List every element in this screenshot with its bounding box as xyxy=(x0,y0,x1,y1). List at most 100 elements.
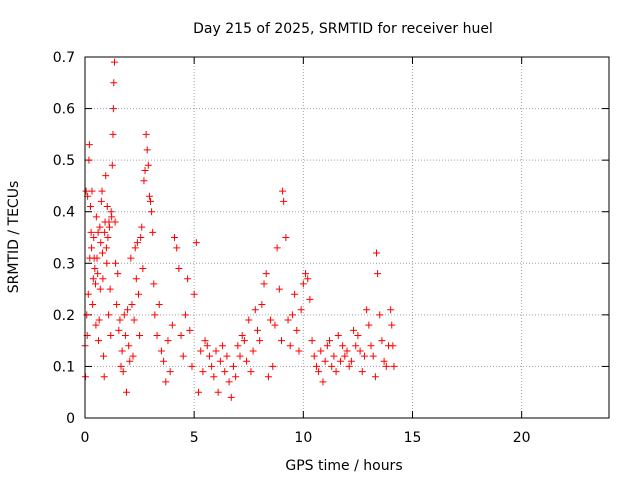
data-point xyxy=(97,239,105,247)
data-point xyxy=(91,264,99,272)
data-point xyxy=(280,197,288,205)
data-point xyxy=(190,290,198,298)
data-point xyxy=(232,373,240,381)
data-point xyxy=(205,352,213,360)
data-point xyxy=(184,275,192,283)
data-point xyxy=(120,311,128,319)
data-point xyxy=(95,316,103,324)
data-point xyxy=(304,275,312,283)
data-point xyxy=(98,187,106,195)
data-point xyxy=(203,342,211,350)
data-point xyxy=(91,280,99,288)
data-point xyxy=(113,301,121,309)
data-point xyxy=(343,347,351,355)
data-point xyxy=(94,228,102,236)
data-point xyxy=(108,213,116,221)
data-point xyxy=(105,223,113,231)
data-point xyxy=(295,347,303,355)
data-point xyxy=(240,337,248,345)
data-point xyxy=(108,161,116,169)
data-point xyxy=(89,275,97,283)
data-point xyxy=(310,352,318,360)
data-point xyxy=(356,347,364,355)
data-point xyxy=(115,326,123,334)
data-point xyxy=(365,321,373,329)
data-point xyxy=(312,362,320,370)
data-point xyxy=(90,234,98,241)
data-point xyxy=(104,234,112,241)
data-point xyxy=(245,316,253,324)
data-point xyxy=(103,203,111,211)
data-point xyxy=(136,331,144,339)
data-points xyxy=(81,58,398,401)
data-point xyxy=(181,311,189,319)
x-tick-label: 0 xyxy=(81,430,90,446)
data-point xyxy=(106,285,114,293)
data-point xyxy=(97,197,105,205)
data-point xyxy=(98,249,106,257)
data-point xyxy=(129,352,137,360)
data-point xyxy=(227,393,235,401)
data-point xyxy=(360,352,368,360)
data-point xyxy=(85,141,93,149)
y-tick-label: 0.6 xyxy=(53,102,75,118)
data-point xyxy=(278,337,285,345)
data-point xyxy=(388,321,396,329)
data-point xyxy=(380,357,388,365)
data-point xyxy=(336,357,344,365)
data-point xyxy=(128,301,136,309)
data-point xyxy=(96,223,104,231)
data-point xyxy=(103,259,111,267)
data-point xyxy=(153,331,161,339)
data-point xyxy=(332,368,340,376)
data-point xyxy=(347,357,355,365)
data-point xyxy=(267,316,275,324)
data-point xyxy=(234,342,242,350)
data-point xyxy=(251,306,259,314)
data-point xyxy=(164,337,172,345)
data-point xyxy=(105,311,113,319)
data-point xyxy=(155,301,163,309)
data-point xyxy=(376,311,384,319)
data-point xyxy=(188,362,196,370)
data-point xyxy=(216,357,224,365)
data-point xyxy=(387,306,395,314)
data-point xyxy=(197,347,205,355)
data-point xyxy=(171,234,179,241)
data-point xyxy=(93,254,101,262)
data-point xyxy=(118,347,126,355)
x-axis-label: GPS time / hours xyxy=(285,458,402,474)
data-point xyxy=(107,331,115,339)
data-point xyxy=(334,331,342,339)
data-point xyxy=(122,388,130,396)
data-point xyxy=(177,331,185,339)
y-tick-label: 0.3 xyxy=(53,256,75,272)
data-point xyxy=(87,228,95,236)
data-point xyxy=(88,187,96,195)
data-point xyxy=(141,166,149,174)
data-point xyxy=(330,352,338,360)
data-point xyxy=(86,203,94,211)
data-point xyxy=(212,347,220,355)
x-tick-label: 15 xyxy=(404,430,422,446)
plot-frame xyxy=(84,56,610,419)
data-point xyxy=(275,285,283,293)
data-point xyxy=(151,311,159,319)
data-point xyxy=(166,368,174,376)
data-point xyxy=(297,306,305,314)
data-point xyxy=(345,362,353,370)
data-point xyxy=(390,362,398,370)
data-point xyxy=(84,290,92,298)
y-tick-label: 0.5 xyxy=(53,153,75,169)
x-tick-label: 5 xyxy=(190,430,199,446)
data-point xyxy=(371,373,379,381)
data-point xyxy=(101,228,109,236)
x-tick-label: 20 xyxy=(513,430,531,446)
data-point xyxy=(116,316,124,324)
data-point xyxy=(143,146,151,154)
data-point xyxy=(258,301,266,309)
data-point xyxy=(247,368,255,376)
data-point xyxy=(134,290,142,298)
data-point xyxy=(269,362,277,370)
data-point xyxy=(389,342,397,350)
